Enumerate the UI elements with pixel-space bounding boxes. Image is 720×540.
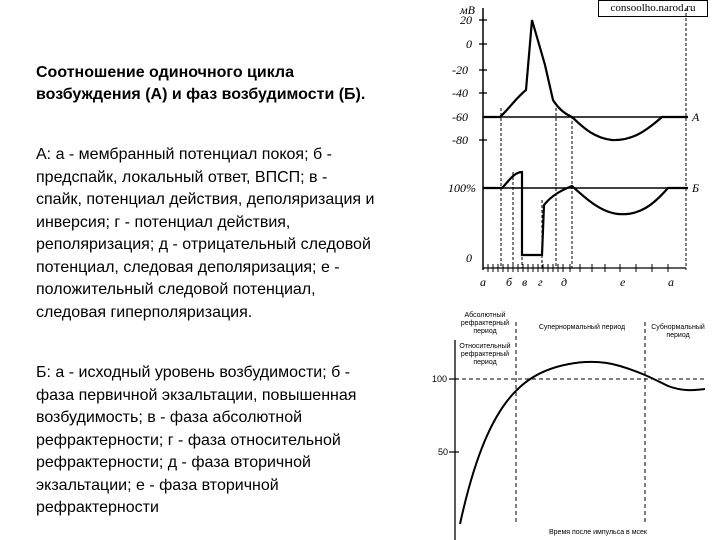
y-tick-20: 20 <box>460 13 472 27</box>
excitability-100-label: 100% <box>448 181 476 195</box>
bottom-y-tick-50: 50 <box>438 447 448 457</box>
y-tick-0: 0 <box>466 37 472 51</box>
watermark: consoolho.narod.ru <box>598 0 708 17</box>
time-scale-ticks <box>487 264 669 272</box>
excitability-recovery-curve <box>459 361 706 525</box>
y-tick-m20: -20 <box>452 63 468 77</box>
page-title: Соотношение одиночного цикла возбуждения… <box>36 64 366 103</box>
y-tick-m40: -40 <box>452 86 468 100</box>
top-figure <box>479 8 688 272</box>
bottom-x-label: Время после импульса в мсек <box>549 529 647 536</box>
phase-label-e: е <box>620 275 626 289</box>
phase-dividers <box>500 8 687 270</box>
phase-label-d: д <box>561 275 567 289</box>
bottom-y-tick-100: 100 <box>432 374 447 384</box>
phase-label-a2: а <box>668 275 674 289</box>
excitability-0-label: 0 <box>466 251 472 265</box>
curve-b-label: Б <box>691 181 699 195</box>
phase-label-v: в <box>522 275 527 289</box>
curve-a-action-potential <box>483 19 688 142</box>
period-label-supernormal: Супернормальный период <box>538 324 626 331</box>
bottom-figure <box>449 322 706 540</box>
description-b: Б: а - исходный уровень возбудимости; б … <box>36 364 357 516</box>
phase-label-b: б <box>506 275 513 289</box>
y-tick-m80: -80 <box>452 133 468 147</box>
description-a: А: а - мембранный потенциал покоя; б - п… <box>36 146 375 321</box>
phase-label-a: а <box>480 275 486 289</box>
period-label-relative: Относительный рефрактерный период <box>459 343 511 366</box>
period-dividers <box>515 322 646 525</box>
curve-b-excitability <box>483 170 688 257</box>
unit-label: мВ <box>459 3 476 17</box>
y-tick-m60: -60 <box>452 110 468 124</box>
curve-a-label: А <box>691 110 700 124</box>
phase-label-g: г <box>538 275 543 289</box>
period-label-absolute: Абсолютный рефрактерный период <box>460 312 510 335</box>
period-label-subnormal: Субнормальный период <box>651 324 705 339</box>
